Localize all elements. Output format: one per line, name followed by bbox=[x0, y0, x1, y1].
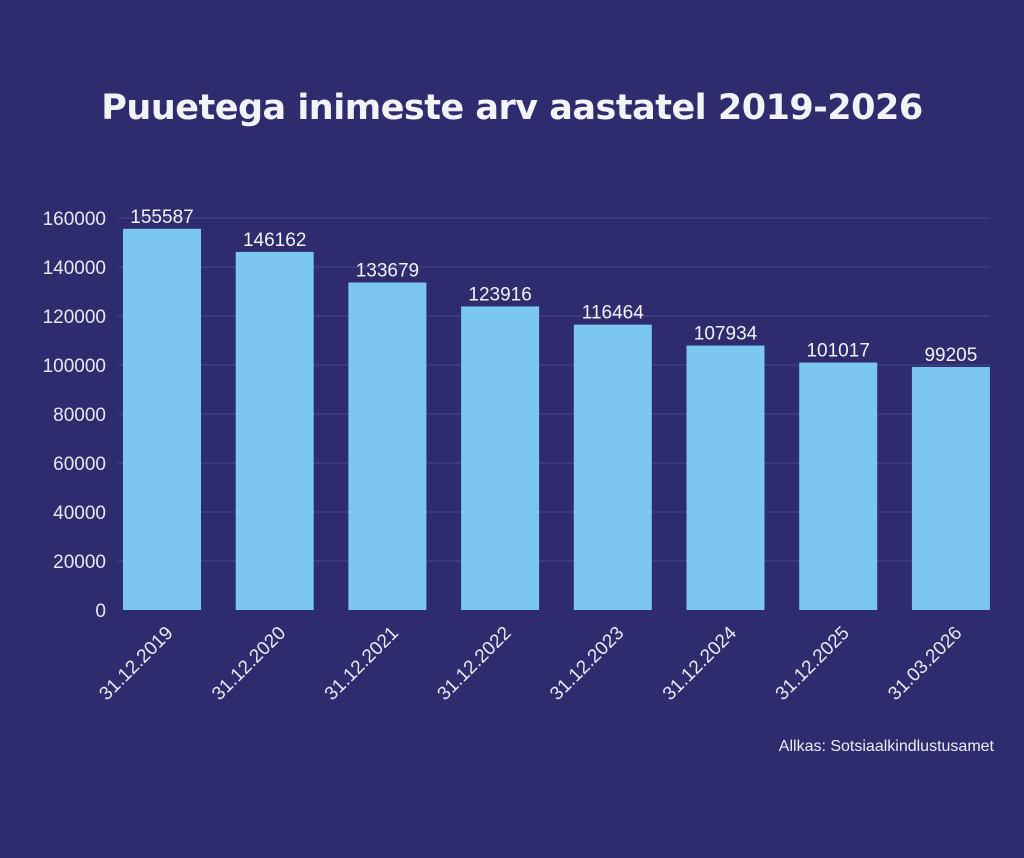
bar bbox=[686, 345, 765, 610]
bar bbox=[799, 362, 878, 610]
y-tick-label: 40000 bbox=[53, 503, 106, 524]
x-tick-label: 31.12.2022 bbox=[434, 623, 516, 705]
bar bbox=[235, 251, 314, 610]
y-tick-label: 60000 bbox=[53, 454, 106, 475]
data-label: 99205 bbox=[924, 345, 977, 366]
bar bbox=[911, 366, 990, 610]
x-tick-label: 31.12.2025 bbox=[772, 623, 854, 705]
source-note: Allkas: Sotsiaalkindlustusamet bbox=[778, 738, 994, 755]
data-label: 107934 bbox=[694, 324, 758, 345]
x-tick-label: 31.12.2019 bbox=[95, 623, 177, 705]
data-label: 155587 bbox=[130, 207, 193, 228]
y-tick-label: 100000 bbox=[43, 356, 106, 377]
x-tick-label: 31.12.2023 bbox=[546, 623, 628, 705]
bar bbox=[461, 306, 540, 610]
chart-title: Puuetega inimeste arv aastatel 2019-2026 bbox=[101, 88, 923, 128]
data-label: 123916 bbox=[468, 284, 531, 305]
data-label: 101017 bbox=[806, 341, 869, 362]
bar bbox=[123, 228, 201, 611]
x-tick-label: 31.12.2020 bbox=[208, 623, 290, 705]
x-tick-label: 31.12.2021 bbox=[321, 623, 403, 705]
y-tick-label: 160000 bbox=[43, 209, 106, 230]
data-label: 116464 bbox=[582, 303, 644, 324]
y-tick-label: 80000 bbox=[53, 405, 106, 426]
data-label: 146162 bbox=[243, 230, 306, 251]
bar bbox=[573, 324, 652, 610]
y-tick-label: 120000 bbox=[43, 307, 106, 328]
data-label: 133679 bbox=[356, 260, 419, 281]
bar bbox=[348, 282, 427, 610]
y-tick-label: 0 bbox=[95, 601, 106, 622]
x-tick-label: 31.03.2026 bbox=[884, 623, 966, 705]
y-tick-label: 20000 bbox=[53, 552, 106, 573]
y-tick-label: 140000 bbox=[43, 258, 106, 279]
x-tick-label: 31.12.2024 bbox=[659, 622, 741, 704]
